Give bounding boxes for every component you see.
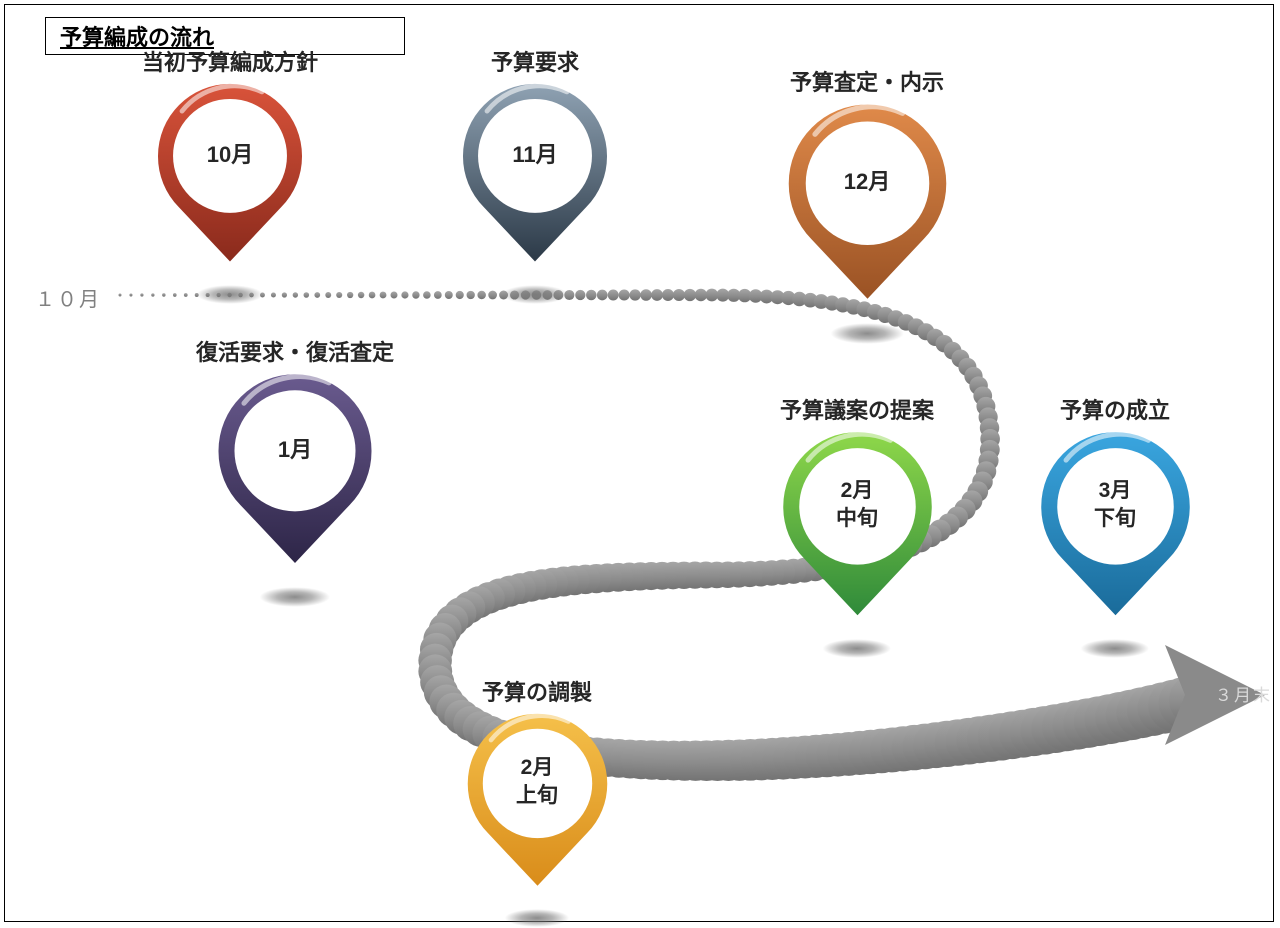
pin-caption: 復活要求・復活査定 bbox=[165, 335, 425, 367]
pin-caption: 予算査定・内示 bbox=[737, 65, 997, 97]
pin-inner-label: 10月 bbox=[207, 140, 253, 170]
pin-jan: 復活要求・復活査定 1月 bbox=[165, 335, 425, 570]
pin-shadow bbox=[501, 285, 568, 304]
pin-shadow bbox=[504, 909, 569, 928]
pin-caption: 予算要求 bbox=[405, 45, 665, 77]
pin-caption: 予算議案の提案 bbox=[727, 393, 987, 425]
pin-inner-label: 12月 bbox=[844, 167, 890, 197]
pin-inner-label: 11月 bbox=[512, 140, 557, 170]
pin-caption: 当初予算編成方針 bbox=[100, 45, 360, 77]
pin-shadow bbox=[822, 639, 891, 659]
pins-layer: 当初予算編成方針10月予算要求11月予算査定・内示12月復活要求・復活査定1月予… bbox=[5, 5, 1273, 921]
pin-shadow bbox=[830, 323, 904, 344]
pin-shape bbox=[780, 99, 955, 306]
pin-shape bbox=[150, 79, 310, 268]
diagram-frame: 予算編成の流れ １０月 ３月末 当初予算編成方針10月予算要求11月予算査定・内… bbox=[4, 4, 1274, 922]
pin-inner-label: 1月 bbox=[278, 435, 312, 465]
pin-caption: 予算の調製 bbox=[407, 675, 667, 707]
pin-shape bbox=[455, 79, 615, 268]
pin-shadow bbox=[1080, 639, 1149, 659]
pin-caption: 予算の成立 bbox=[985, 393, 1245, 425]
pin-nov: 予算要求 11月 bbox=[405, 45, 665, 268]
pin-shadow bbox=[196, 285, 263, 304]
pin-dec: 予算査定・内示 12月 bbox=[737, 65, 997, 306]
pin-inner-label: 2月中旬 bbox=[836, 477, 878, 534]
pin-mar: 予算の成立 3月下旬 bbox=[985, 393, 1245, 622]
pin-feb1: 予算の調製 2月上旬 bbox=[407, 675, 667, 892]
pin-shadow bbox=[259, 587, 330, 607]
pin-inner-label: 2月上旬 bbox=[516, 754, 558, 811]
pin-inner-label: 3月下旬 bbox=[1094, 477, 1136, 534]
pin-feb2: 予算議案の提案 2月中旬 bbox=[727, 393, 987, 622]
pin-oct: 当初予算編成方針 10月 bbox=[100, 45, 360, 268]
pin-shape bbox=[210, 369, 380, 570]
